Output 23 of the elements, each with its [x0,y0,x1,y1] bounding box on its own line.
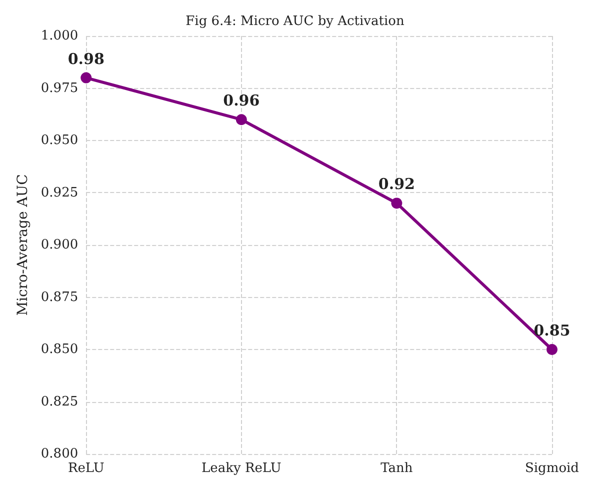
x-tick-label: Tanh [380,461,414,476]
data-label: 0.96 [223,92,260,110]
y-tick-label: 0.850 [40,342,78,357]
point [80,72,92,84]
data-label: 0.92 [378,175,415,194]
data-label: 0.85 [534,322,570,340]
y-tick-label: 0.950 [40,133,78,148]
y-tick-label: 0.925 [40,185,78,200]
x-tick-label: Leaky ReLU [202,461,282,476]
y-axis-title: Micro-Average AUC [15,174,31,316]
y-tick-label: 0.975 [40,80,78,96]
y-tick-label: 0.800 [40,446,78,462]
y-tick-label: 0.900 [40,238,78,252]
y-tick-label: 0.825 [40,394,78,410]
point [236,114,247,126]
chart-title: Fig 6.4: Micro AUC by Activation [186,14,405,29]
point [391,198,402,209]
point [546,344,558,355]
data-label: 0.98 [68,50,104,68]
y-tick-label: 0.875 [40,290,78,305]
x-tick-label: Sigmoid [524,461,580,476]
x-tick-label: ReLU [68,461,104,476]
y-tick-label: 1.000 [40,28,78,44]
